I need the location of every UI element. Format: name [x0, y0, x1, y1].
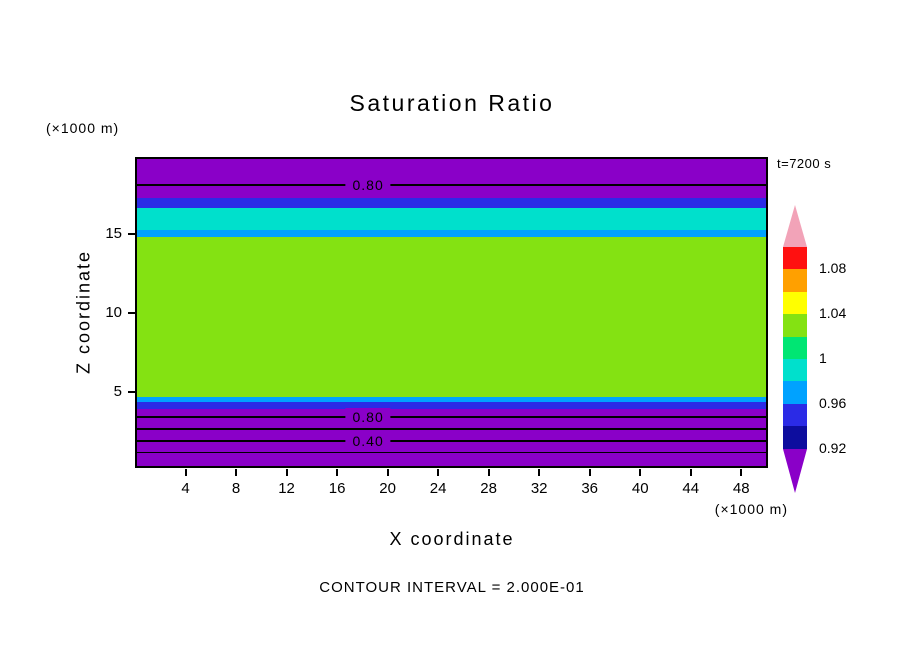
colorbar-arrow-down-icon: [783, 448, 807, 493]
x-tick-label: 8: [231, 480, 241, 497]
y-tick: [128, 390, 135, 393]
colorbar-segment-cyan: [783, 358, 807, 382]
colorbar-segment-navy: [783, 426, 807, 449]
x-tick: [487, 469, 490, 476]
x-tick: [437, 469, 440, 476]
x-tick-label: 48: [732, 480, 750, 497]
colorbar-tick-label: 1.08: [819, 260, 847, 277]
x-tick: [689, 469, 692, 476]
contour-line: [137, 184, 766, 186]
colorbar: 1.08 1.04 1 0.96 0.92: [783, 205, 846, 493]
y-tick-label: 15: [105, 225, 122, 243]
band-blue: [137, 402, 766, 410]
x-tick-label: 16: [328, 480, 346, 497]
time-annotation: t=7200 s: [777, 156, 832, 171]
colorbar-tick-label: 1.04: [819, 305, 847, 322]
band-skyblue: [137, 396, 766, 403]
y-axis-unit-label: (×1000 m): [46, 120, 120, 136]
colorbar-segment-green: [783, 314, 807, 337]
x-tick: [639, 469, 642, 476]
colorbar-tick-label: 0.96: [819, 394, 847, 411]
x-axis-unit-label: (×1000 m): [714, 501, 788, 517]
x-axis: 4 8 12 16 20 24 28 32 36 40 44 48: [135, 469, 768, 505]
x-tick: [588, 469, 591, 476]
y-axis: 5 10 15: [92, 157, 135, 468]
contour-line: [137, 451, 766, 454]
x-axis-title: X coordinate: [389, 529, 515, 549]
x-tick: [235, 469, 238, 476]
page-title: Saturation Ratio: [349, 90, 555, 116]
x-tick: [285, 469, 288, 476]
band-green: [137, 236, 766, 397]
contour-interval-note: CONTOUR INTERVAL = 2.000E-01: [319, 579, 585, 596]
band-purple: [137, 409, 766, 466]
x-tick: [386, 469, 389, 476]
x-tick-label: 36: [581, 480, 599, 497]
x-tick: [184, 469, 187, 476]
x-tick-label: 24: [429, 480, 447, 497]
contour-label: 0.80: [345, 175, 391, 194]
x-tick-label: 28: [480, 480, 497, 497]
colorbar-segment-skyblue: [783, 381, 807, 404]
contour-line: [137, 428, 766, 430]
colorbar-tick-label: 1: [819, 350, 827, 366]
colorbar-segment-red: [783, 247, 807, 270]
band-purple: [137, 159, 766, 199]
y-tick-label: 10: [105, 303, 122, 321]
x-tick: [538, 469, 541, 476]
x-tick-label: 44: [682, 480, 700, 497]
x-tick-label: 20: [379, 480, 396, 497]
contour-line: [137, 440, 766, 442]
colorbar-arrow-up-icon: [783, 205, 807, 247]
colorbar-segment-yellow: [783, 291, 807, 315]
contour-line: [137, 416, 766, 418]
colorbar-tick-label: 0.92: [819, 439, 847, 456]
x-tick-label: 12: [278, 480, 295, 497]
colorbar-segment-orange: [783, 269, 807, 292]
plot-area: 0.80 0.80 0.40: [135, 157, 768, 468]
contour-label: 0.40: [345, 431, 391, 450]
colorbar-segment-springgreen: [783, 336, 807, 359]
x-tick-label: 4: [181, 480, 190, 497]
contour-label: 0.80: [345, 408, 391, 427]
band-blue: [137, 198, 766, 208]
band-skyblue: [137, 229, 766, 237]
y-tick-label: 5: [113, 382, 122, 400]
colorbar-segment-blue: [783, 403, 807, 427]
x-tick-label: 40: [631, 480, 649, 497]
band-cyan: [137, 207, 766, 230]
x-tick: [740, 469, 743, 476]
x-tick-label: 32: [530, 480, 548, 497]
y-tick: [128, 233, 135, 236]
x-tick: [336, 469, 339, 476]
y-tick: [128, 311, 135, 314]
